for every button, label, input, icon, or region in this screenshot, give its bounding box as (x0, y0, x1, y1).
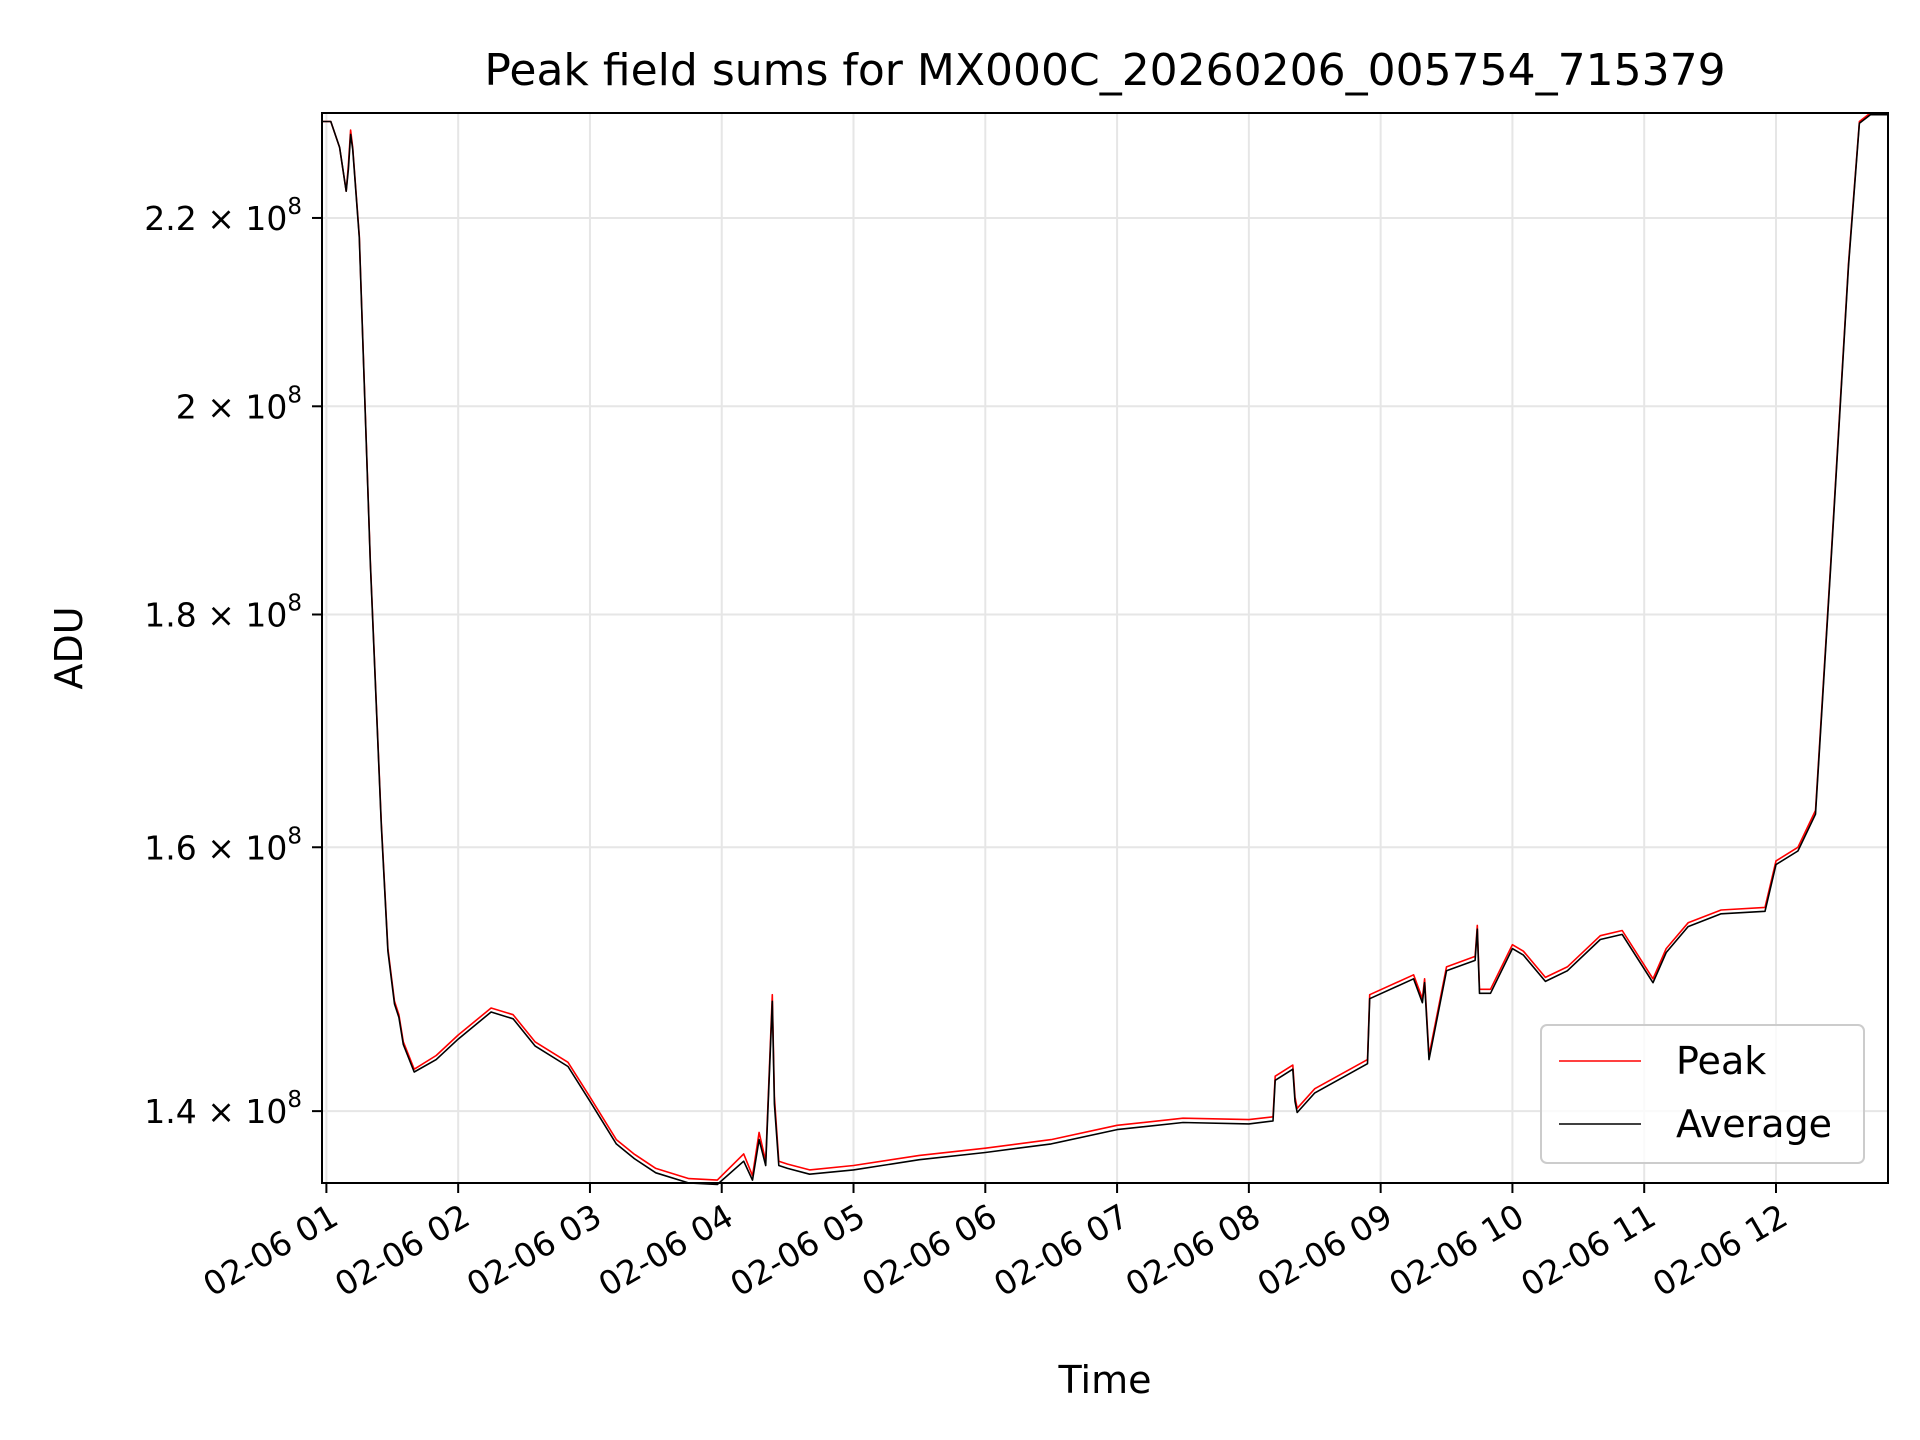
chart-title: Peak field sums for MX000C_20260206_0057… (484, 45, 1725, 96)
series-line-average (322, 113, 1888, 1186)
x-axis-label: Time (1058, 1358, 1152, 1402)
y-tick-label: 1.6 × 108 (144, 823, 302, 867)
legend-label-average: Average (1676, 1102, 1832, 1146)
y-tick-label: 1.4 × 108 (144, 1087, 302, 1131)
legend-label-peak: Peak (1676, 1039, 1766, 1083)
legend-box (1540, 1024, 1865, 1164)
series-group (322, 112, 1888, 1186)
y-tick-label: 2.2 × 108 (144, 194, 302, 238)
legend: Peak Average (1540, 1024, 1865, 1164)
y-axis-label: ADU (47, 606, 91, 689)
plot-frame (321, 112, 1889, 1184)
y-tick-label: 2 × 108 (176, 382, 302, 426)
grid (322, 113, 1888, 1183)
y-tick-label: 1.8 × 108 (144, 591, 302, 635)
